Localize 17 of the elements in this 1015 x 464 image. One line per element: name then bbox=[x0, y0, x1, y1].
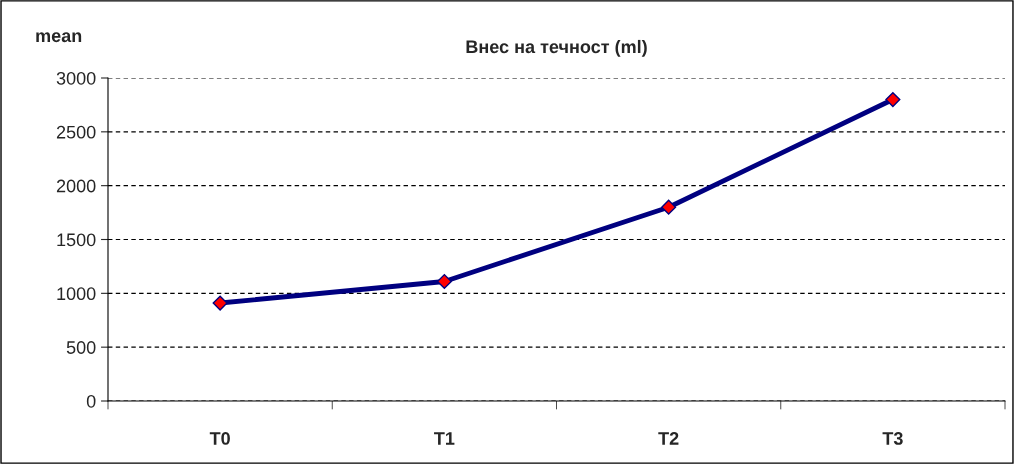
y-axis-title: mean bbox=[36, 32, 82, 43]
y-tick-label: 500 bbox=[66, 341, 96, 354]
x-tick-label: T3 bbox=[882, 432, 903, 445]
y-tick-label: 3000 bbox=[56, 71, 96, 85]
chart-title: Внес на течност (ml) bbox=[466, 39, 647, 57]
point bbox=[661, 199, 677, 215]
x-tick-label: T1 bbox=[434, 432, 455, 445]
y-tick-label: 1000 bbox=[57, 287, 96, 301]
point bbox=[436, 273, 452, 290]
x-tick-label: T0 bbox=[209, 432, 230, 445]
y-tick-label: 0 bbox=[86, 394, 96, 408]
y-tick-label: 2500 bbox=[56, 125, 96, 139]
point bbox=[212, 295, 228, 311]
x-tick-label: T2 bbox=[658, 432, 679, 445]
y-tick-label: 1500 bbox=[57, 233, 96, 247]
point bbox=[885, 91, 901, 108]
y-tick-label: 2000 bbox=[56, 179, 96, 193]
